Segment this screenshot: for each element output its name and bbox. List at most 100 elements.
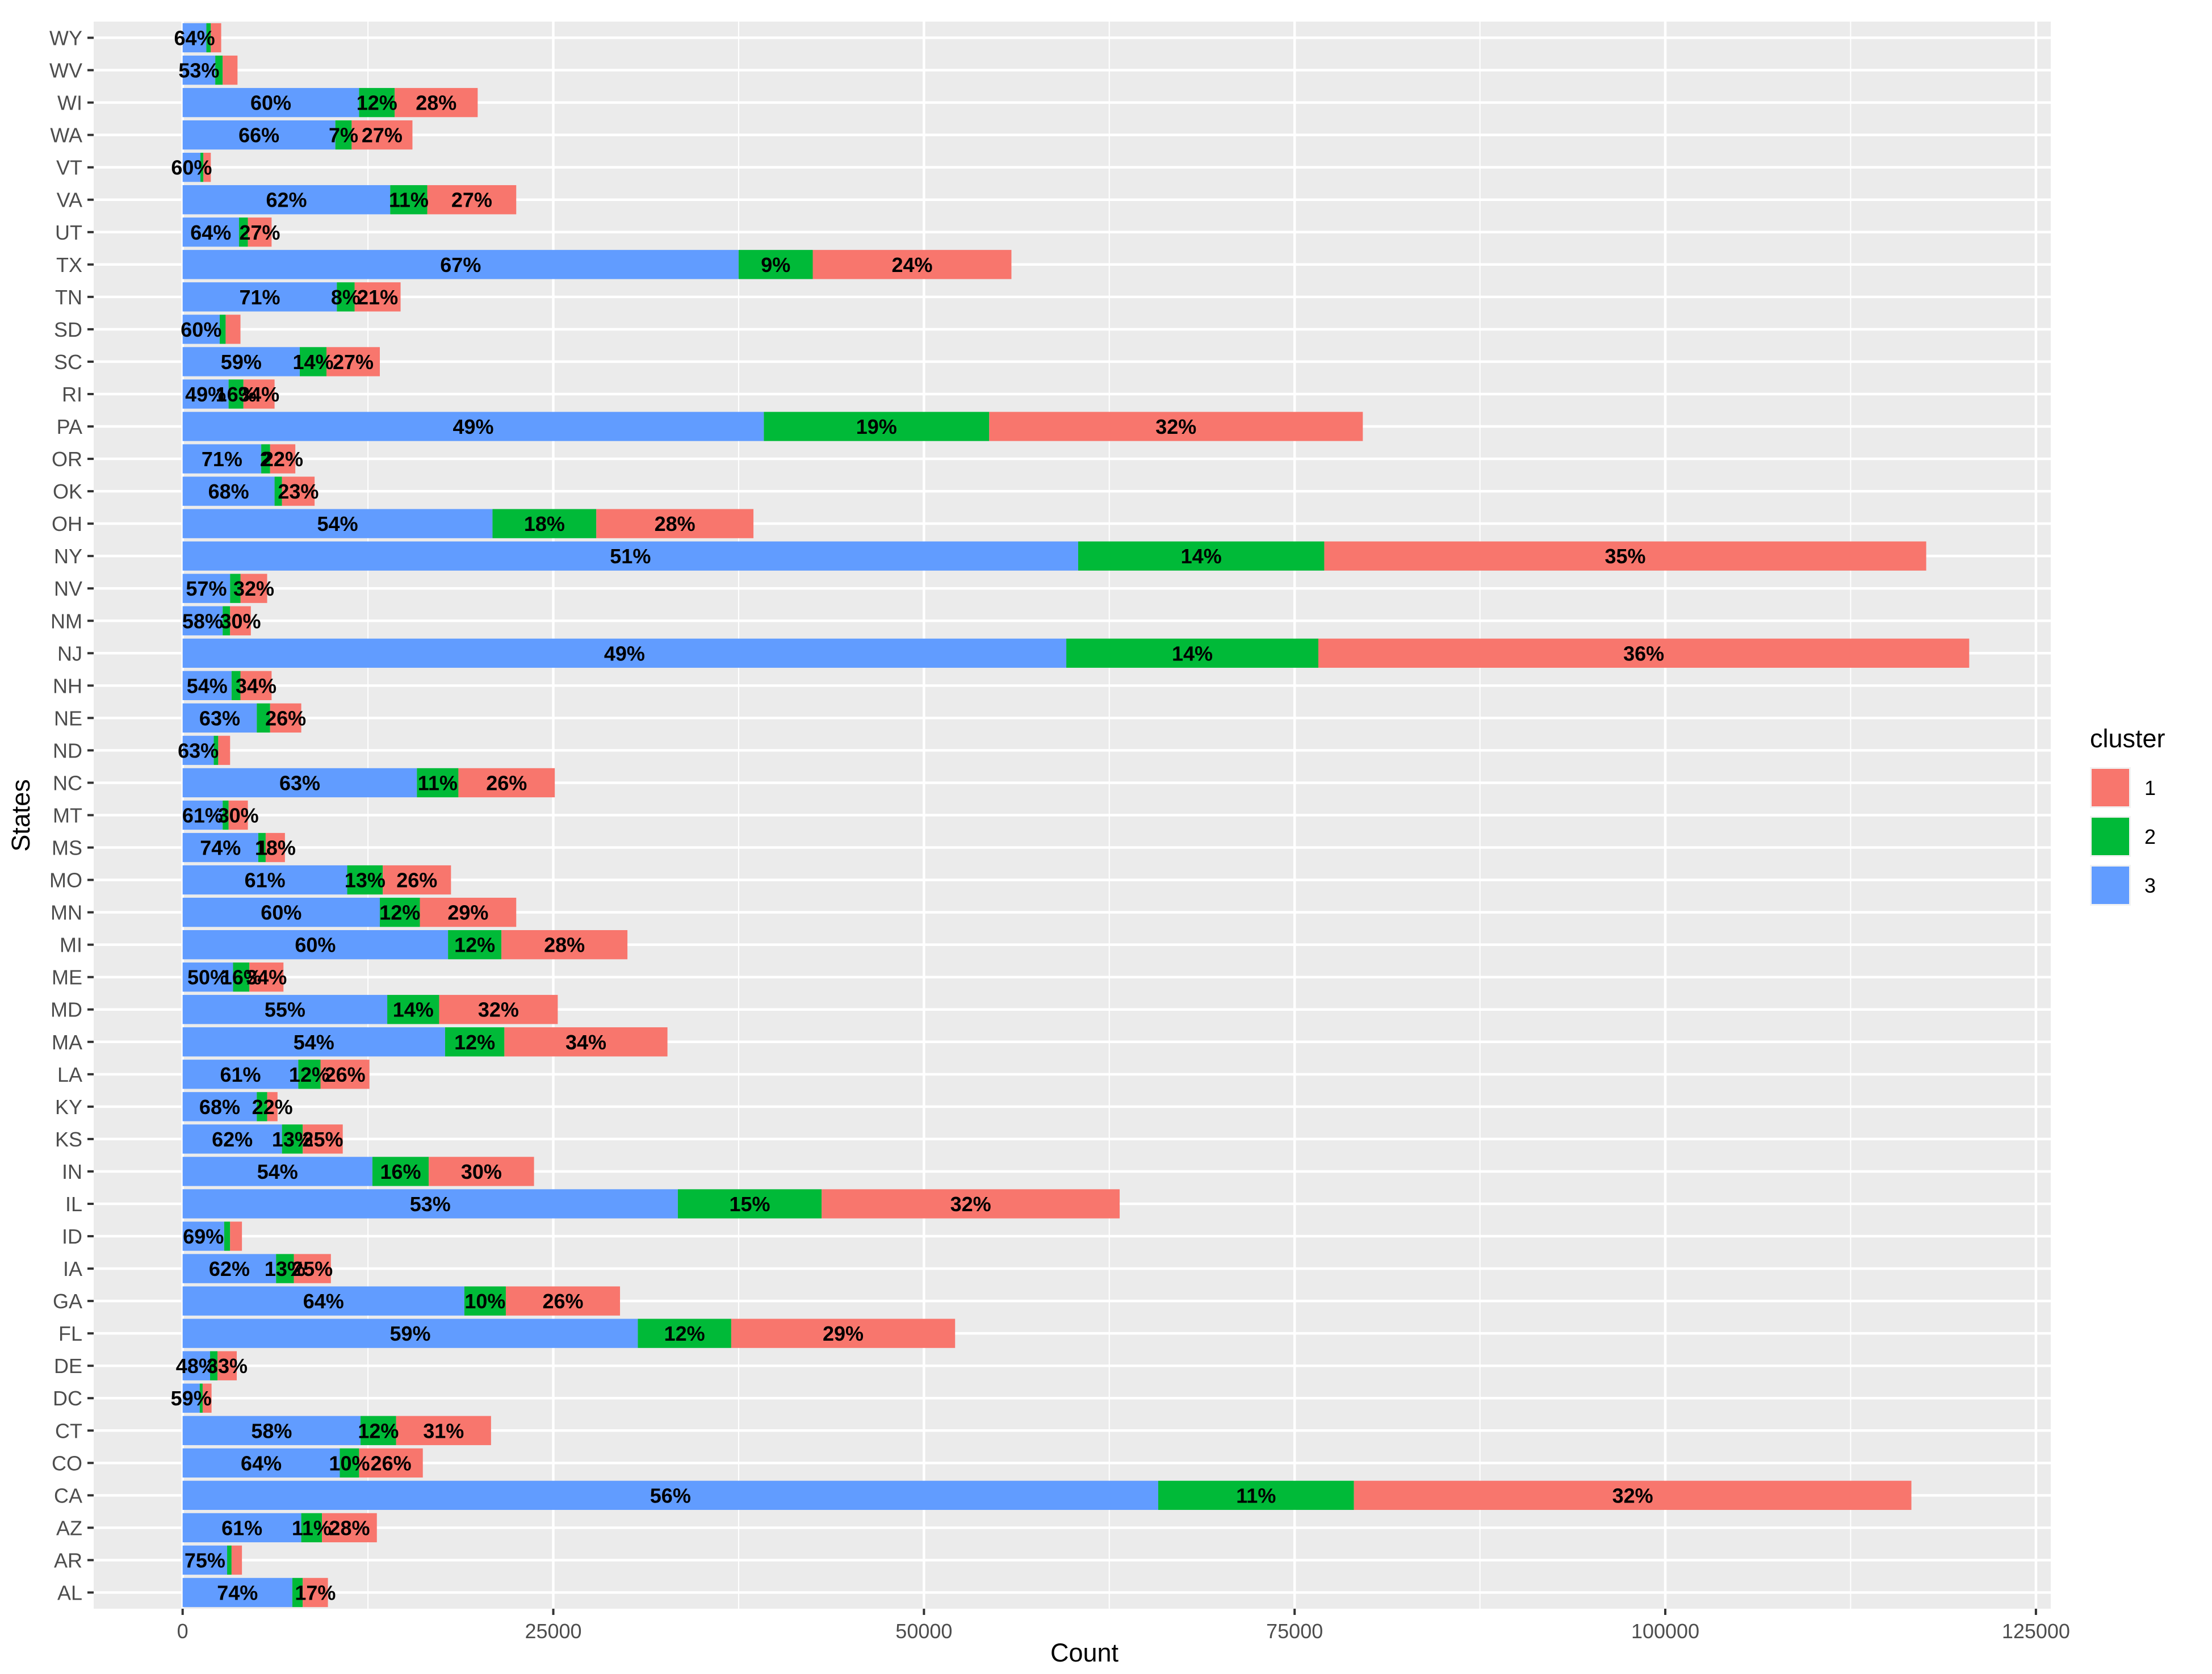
bar-AL-cluster-2 xyxy=(292,1577,303,1608)
bar-label-FL-cluster-3: 59% xyxy=(389,1322,430,1345)
bar-TX-cluster-3 xyxy=(182,250,739,279)
bar-KY-cluster-3 xyxy=(182,1092,257,1121)
bar-label-KY-cluster-3: 68% xyxy=(199,1095,240,1119)
bar-ME-cluster-2 xyxy=(233,962,250,992)
bar-data-labels: 74% 17%75%61% 11%28%56% 11% 32%64% 10% 26%58% 1… xyxy=(171,27,1665,1605)
bar-DE-cluster-3 xyxy=(182,1351,210,1380)
bar-FL-cluster-1 xyxy=(731,1319,956,1348)
bar-WV-cluster-2 xyxy=(215,55,223,85)
bar-label-OR-cluster-1: 22% xyxy=(262,447,303,471)
bar-KS-cluster-3 xyxy=(182,1124,282,1154)
bar-label-AZ-cluster-3: 61% xyxy=(221,1516,262,1539)
bar-label-ME-cluster-3: 50% xyxy=(187,966,228,989)
bar-label-WI-cluster-1: 28% xyxy=(416,91,456,115)
bar-label-UT-cluster-3: 64% xyxy=(190,221,231,244)
bar-OK-cluster-1 xyxy=(282,476,315,506)
x-tick-label: 0 xyxy=(177,1619,188,1643)
bar-label-OH-cluster-2: 18% xyxy=(524,512,565,535)
bar-label-GA-cluster-2: 10% xyxy=(464,1290,505,1313)
bar-ME-cluster-3 xyxy=(182,962,233,992)
bar-IN-cluster-1 xyxy=(429,1157,534,1186)
bar-AZ-cluster-2 xyxy=(301,1513,322,1543)
bar-IA-cluster-2 xyxy=(276,1254,294,1283)
bar-KS-cluster-2 xyxy=(282,1124,303,1154)
bar-label-MA-cluster-3: 54% xyxy=(294,1031,334,1054)
bar-label-IL-cluster-3: 53% xyxy=(410,1192,451,1216)
bar-label-MD-cluster-2: 14% xyxy=(393,998,434,1022)
x-axis-title: Count xyxy=(1050,1638,1119,1667)
bar-NC-cluster-3 xyxy=(182,768,417,798)
bar-label-CA-cluster-2: 11% xyxy=(1236,1484,1276,1507)
bar-NJ-cluster-3 xyxy=(182,638,1067,668)
bar-RI-cluster-2 xyxy=(228,379,244,409)
bar-NM-cluster-3 xyxy=(182,606,223,635)
bar-SD-cluster-2 xyxy=(219,315,226,344)
y-tick-label: DE xyxy=(54,1354,82,1378)
y-tick-label: MI xyxy=(60,934,82,957)
bar-label-MI-cluster-3: 60% xyxy=(295,934,336,957)
bar-CT-cluster-1 xyxy=(396,1416,491,1445)
bar-label-KS-cluster-3: 62% xyxy=(212,1128,253,1151)
y-tick-label: KY xyxy=(55,1095,82,1119)
bar-label-FL-cluster-1: 29% xyxy=(823,1322,864,1345)
y-tick-label: NY xyxy=(54,545,82,568)
x-tick-label: 25000 xyxy=(525,1619,581,1643)
y-tick-label: OK xyxy=(53,480,82,503)
bar-ID-cluster-3 xyxy=(182,1221,224,1251)
bar-label-MI-cluster-1: 28% xyxy=(544,934,585,957)
bar-label-PA-cluster-1: 32% xyxy=(1155,415,1196,438)
bar-KY-cluster-2 xyxy=(257,1092,267,1121)
bar-label-NV-cluster-1: 32% xyxy=(233,577,274,600)
bar-FL-cluster-3 xyxy=(182,1319,638,1348)
bar-label-MS-cluster-3: 74% xyxy=(200,836,241,860)
bar-IL-cluster-1 xyxy=(822,1189,1120,1219)
bar-label-MN-cluster-1: 29% xyxy=(447,901,488,924)
bar-MT-cluster-2 xyxy=(223,800,229,830)
bar-label-LA-cluster-1: 26% xyxy=(325,1063,366,1086)
bar-label-WA-cluster-2: 7% xyxy=(329,124,358,147)
bar-label-TN-cluster-3: 71% xyxy=(239,286,280,309)
bar-label-MA-cluster-2: 12% xyxy=(454,1031,495,1054)
y-tick-label: CO xyxy=(52,1451,82,1475)
bar-TN-cluster-3 xyxy=(182,282,337,312)
bar-MI-cluster-2 xyxy=(448,930,502,960)
bar-KS-cluster-1 xyxy=(303,1124,343,1154)
y-axis-title: States xyxy=(6,779,35,852)
bar-AR-cluster-3 xyxy=(182,1545,228,1575)
bar-SD-cluster-1 xyxy=(225,315,241,344)
bar-label-IN-cluster-2: 16% xyxy=(380,1160,421,1183)
bar-MI-cluster-3 xyxy=(182,930,449,960)
bar-IL-cluster-2 xyxy=(677,1189,822,1219)
bar-ME-cluster-1 xyxy=(249,962,284,992)
bar-CA-cluster-1 xyxy=(1354,1480,1912,1510)
bar-MO-cluster-1 xyxy=(383,865,451,895)
y-tick-label: MS xyxy=(52,836,82,860)
bar-label-AZ-cluster-1: 28% xyxy=(329,1516,370,1539)
bar-AL-cluster-1 xyxy=(303,1577,328,1608)
bar-label-CT-cluster-2: 12% xyxy=(358,1419,399,1442)
bar-SD-cluster-3 xyxy=(182,315,220,344)
bar-label-CT-cluster-1: 31% xyxy=(423,1419,464,1442)
y-tick-label: NC xyxy=(53,771,82,794)
bar-ND-cluster-2 xyxy=(213,735,219,765)
bar-label-NC-cluster-2: 11% xyxy=(418,771,458,794)
bar-DC-cluster-1 xyxy=(202,1383,212,1413)
bar-label-NE-cluster-1: 26% xyxy=(265,706,306,730)
bar-GA-cluster-2 xyxy=(464,1286,506,1316)
bar-label-DE-cluster-3: 48% xyxy=(176,1354,217,1378)
bar-CO-cluster-2 xyxy=(340,1448,359,1478)
bar-label-VT-cluster-3: 60% xyxy=(171,156,212,179)
bar-IA-cluster-1 xyxy=(294,1254,331,1283)
bar-PA-cluster-3 xyxy=(182,412,764,441)
bar-label-ND-cluster-3: 63% xyxy=(178,739,219,762)
bar-label-IA-cluster-1: 25% xyxy=(292,1257,333,1280)
bar-label-NH-cluster-1: 34% xyxy=(236,674,276,697)
y-tick-label: SD xyxy=(54,318,82,341)
y-tick-label: VA xyxy=(57,189,82,212)
bar-MT-cluster-1 xyxy=(228,800,248,830)
bar-IA-cluster-3 xyxy=(182,1254,276,1283)
bar-label-NC-cluster-3: 63% xyxy=(279,771,320,794)
y-tick-label: LA xyxy=(57,1063,82,1086)
y-tick-label: RI xyxy=(62,383,82,406)
bar-label-TN-cluster-1: 21% xyxy=(357,286,398,309)
